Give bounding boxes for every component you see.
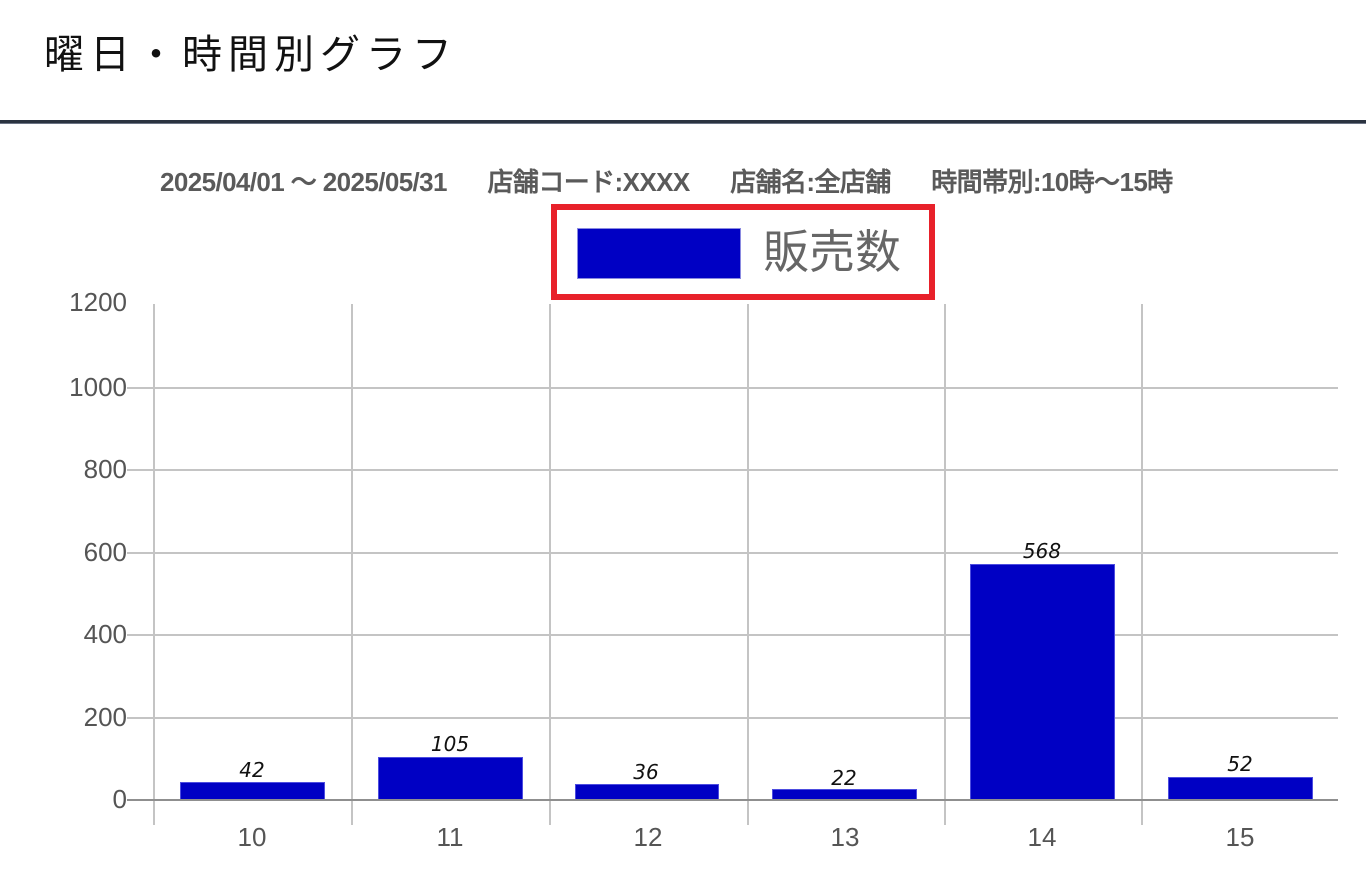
y-tick-label: 800 — [83, 454, 127, 484]
x-tick-label: 10 — [237, 822, 267, 852]
vgridline — [351, 304, 353, 825]
chart-subtitle: 2025/04/01 〜 2025/05/31 店舗コード:XXXX 店舗名:全… — [160, 162, 1330, 199]
y-tick-label: 200 — [83, 702, 127, 732]
bar-value-label: 22 — [831, 766, 857, 790]
store-name: 店舗名:全店舗 — [730, 167, 891, 197]
vgridline — [549, 304, 551, 825]
x-tick-label: 12 — [633, 822, 663, 852]
header-divider — [0, 120, 1366, 124]
vgridline — [1141, 304, 1143, 825]
gridline-600 — [127, 552, 1338, 554]
legend-highlight-box: 販売数 — [551, 204, 935, 300]
y-tick-label: 400 — [83, 619, 127, 649]
legend-swatch-icon[interactable] — [577, 228, 741, 279]
y-tick-label: 1000 — [69, 372, 127, 402]
x-tick-label: 14 — [1027, 822, 1057, 852]
x-axis-baseline — [127, 799, 1338, 801]
vgridline — [747, 304, 749, 825]
bar-value-label: 36 — [633, 760, 659, 784]
store-code: 店舗コード:XXXX — [487, 167, 691, 197]
time-band: 時間帯別:10時〜15時 — [931, 167, 1173, 197]
x-tick-label: 11 — [436, 822, 464, 852]
vgridline — [944, 304, 946, 825]
bar-value-label: 105 — [430, 732, 470, 756]
bar-value-label: 42 — [239, 758, 265, 782]
bar-11[interactable] — [378, 757, 523, 800]
bar-12[interactable] — [575, 784, 719, 800]
x-tick-label: 13 — [830, 822, 860, 852]
y-tick-label: 600 — [83, 537, 127, 567]
vgridline — [153, 304, 155, 825]
bar-value-label: 568 — [1022, 539, 1062, 563]
gridline-200 — [127, 717, 1338, 719]
x-tick-label: 15 — [1225, 822, 1255, 852]
gridline-400 — [127, 634, 1338, 636]
bar-value-label: 52 — [1227, 752, 1253, 776]
y-tick-label: 0 — [112, 784, 127, 814]
gridline-800 — [127, 469, 1338, 471]
bar-15[interactable] — [1168, 777, 1313, 800]
bar-10[interactable] — [180, 782, 325, 800]
gridline-1000 — [127, 387, 1338, 389]
page-title: 曜日・時間別グラフ — [44, 32, 458, 78]
legend-label[interactable]: 販売数 — [763, 225, 901, 279]
bar-14[interactable] — [970, 564, 1115, 800]
date-range: 2025/04/01 〜 2025/05/31 — [160, 167, 448, 197]
y-tick-label: 1200 — [69, 287, 127, 317]
